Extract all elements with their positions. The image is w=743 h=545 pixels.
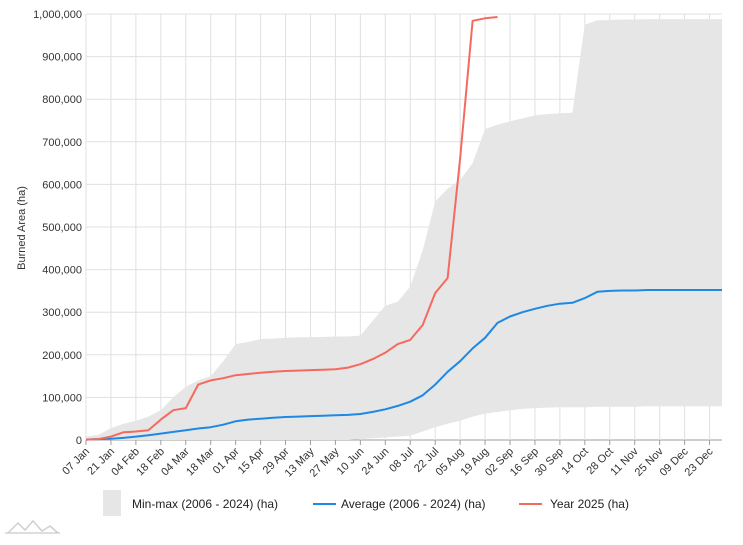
y-tick-label: 200,000 xyxy=(42,350,82,362)
x-tick-label: 23 Dec xyxy=(683,445,716,478)
x-tick-label: 15 Apr xyxy=(236,445,267,476)
legend-swatch-range xyxy=(103,490,121,516)
y-tick-label: 0 xyxy=(76,435,82,447)
legend-item-range[interactable]: Min-max (2006 - 2024) (ha) xyxy=(103,490,278,516)
logo-icon xyxy=(5,519,60,534)
y-tick-label: 900,000 xyxy=(42,52,82,64)
x-tick-label: 07 Jan xyxy=(60,446,92,478)
y-tick-label: 100,000 xyxy=(42,392,82,404)
x-tick-label: 24 Jun xyxy=(360,446,392,478)
x-tick-label: 18 Mar xyxy=(184,445,217,478)
series-layer xyxy=(85,16,722,441)
legend-item-average[interactable]: Average (2006 - 2024) (ha) xyxy=(313,497,486,511)
y-tick-label: 300,000 xyxy=(42,307,82,319)
x-tick-label: 30 Sep xyxy=(533,446,566,479)
y-tick-label: 600,000 xyxy=(42,179,82,191)
x-tick-label: 10 Jun xyxy=(335,446,367,478)
y-tick-label: 1,000,000 xyxy=(33,9,82,21)
x-tick-label: 08 Jul xyxy=(387,446,416,475)
series-line-year-2025[interactable] xyxy=(85,16,498,441)
legend-label-year: Year 2025 (ha) xyxy=(550,497,629,511)
y-axis-title: Burned Area (ha) xyxy=(16,186,28,270)
range-band-area xyxy=(86,19,722,440)
y-tick-label: 500,000 xyxy=(42,222,82,234)
legend-label-average: Average (2006 - 2024) (ha) xyxy=(341,497,486,511)
x-tick-label: 14 Oct xyxy=(560,446,591,477)
y-tick-label: 700,000 xyxy=(42,137,82,149)
y-tick-label: 800,000 xyxy=(42,94,82,106)
legend-item-year[interactable]: Year 2025 (ha) xyxy=(519,497,629,511)
legend: Min-max (2006 - 2024) (ha) Average (2006… xyxy=(103,490,629,516)
series-line-average[interactable] xyxy=(85,289,722,441)
y-tick-label: 400,000 xyxy=(42,265,82,277)
x-tick-label: 01 Apr xyxy=(211,445,242,476)
range-band-layer xyxy=(86,19,722,440)
legend-label-range: Min-max (2006 - 2024) (ha) xyxy=(132,497,278,511)
